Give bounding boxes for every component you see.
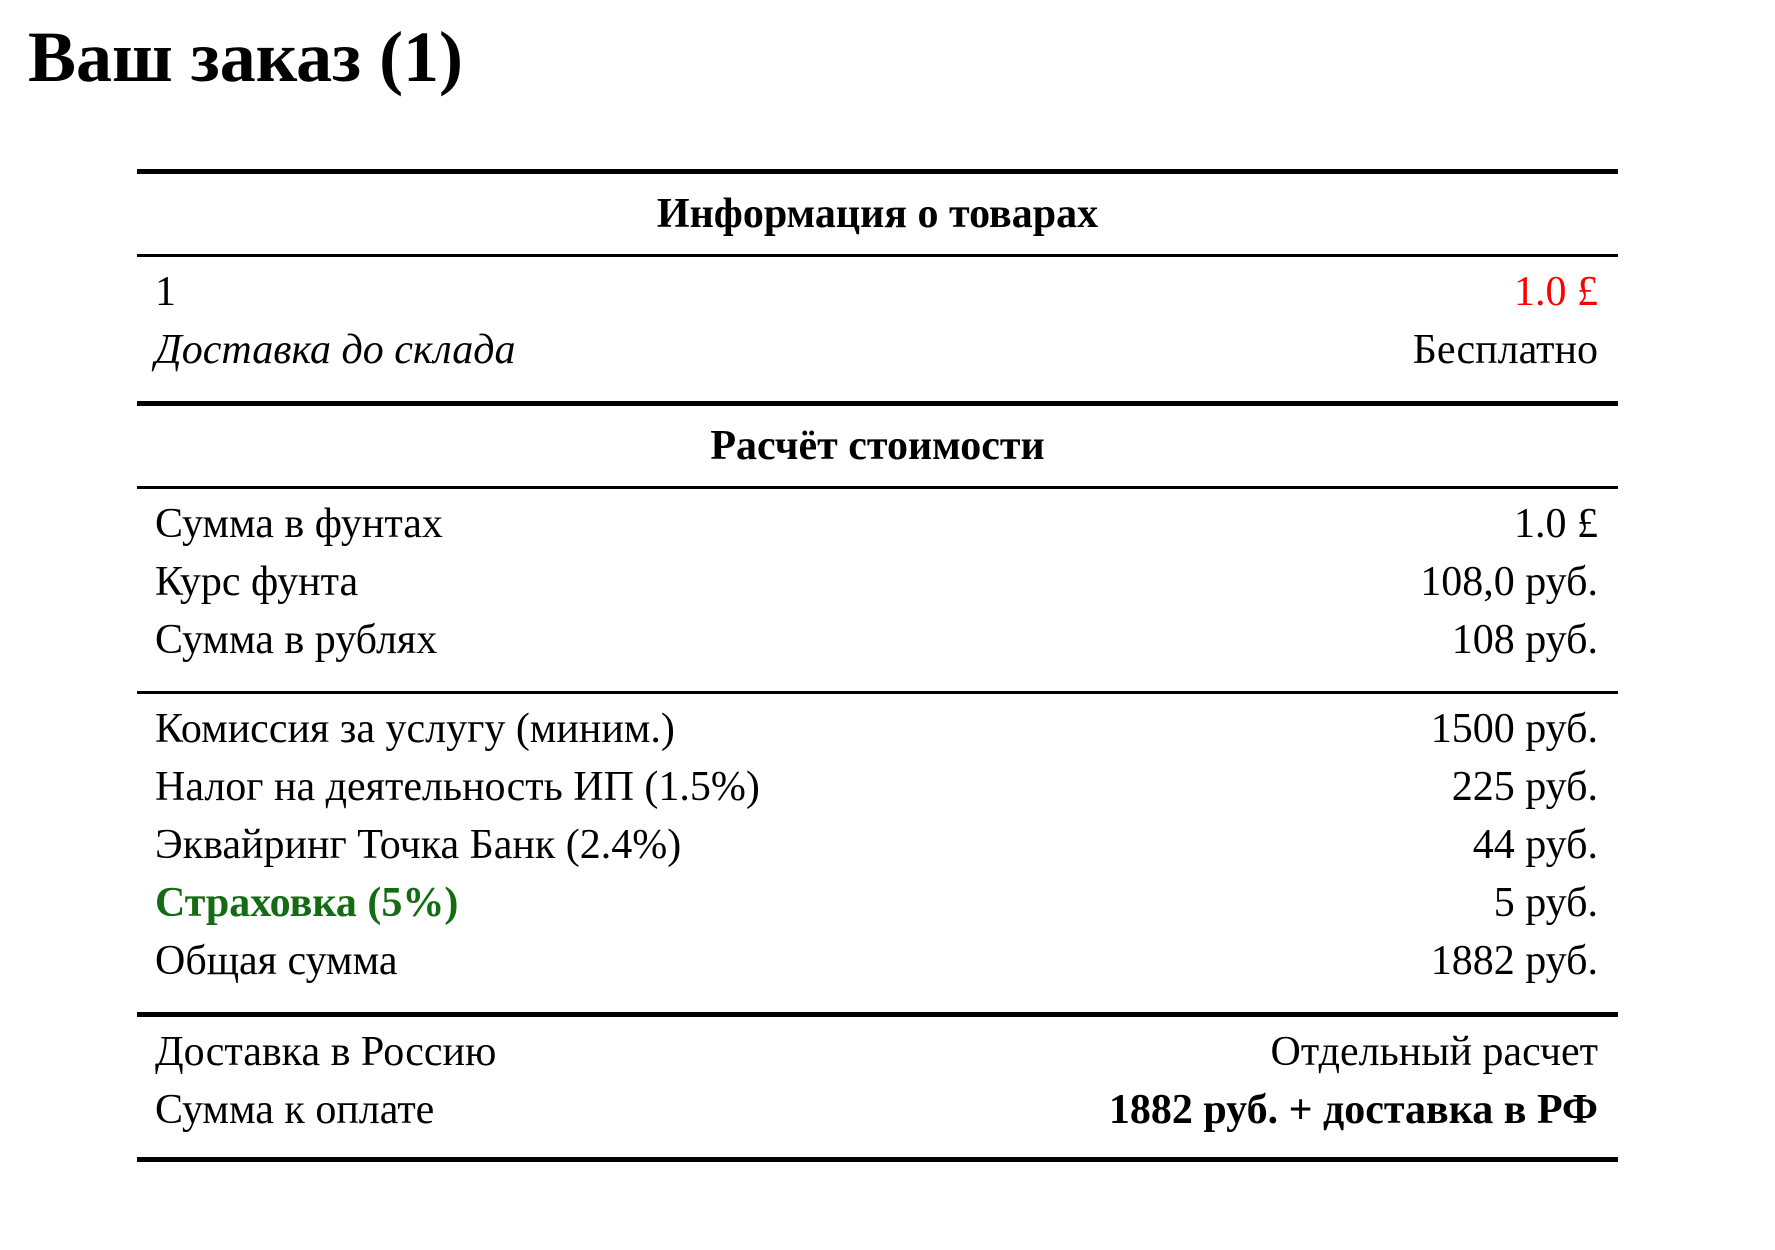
- table-row: Налог на деятельность ИП (1.5%) 225 руб.: [137, 758, 1618, 816]
- table-row: Страховка (5%) 5 руб.: [137, 874, 1618, 932]
- row-label: Сумма в рублях: [155, 617, 438, 663]
- table-section-header: Информация о товарах: [137, 169, 1618, 254]
- row-value: 108 руб.: [1451, 617, 1598, 663]
- row-label: Сумма к оплате: [155, 1087, 435, 1133]
- table-section: Доставка в Россию Отдельный расчет Сумма…: [137, 1012, 1618, 1157]
- row-value: 108,0 руб.: [1420, 559, 1598, 605]
- row-value: 44 руб.: [1472, 822, 1598, 868]
- row-label: Доставка до склада: [155, 327, 516, 373]
- table-row: Комиссия за услугу (миним.) 1500 руб.: [137, 700, 1618, 758]
- table-section: Сумма в фунтах 1.0 £ Курс фунта 108,0 ру…: [137, 486, 1618, 691]
- row-value: 1882 руб. + доставка в РФ: [1108, 1087, 1598, 1133]
- row-label: Общая сумма: [155, 938, 398, 984]
- row-label: Сумма в фунтах: [155, 501, 443, 547]
- row-label: 1: [155, 269, 176, 315]
- table-row: Сумма в рублях 108 руб.: [137, 611, 1618, 669]
- row-label: Страховка (5%): [155, 880, 459, 926]
- row-value: 5 руб.: [1493, 880, 1598, 926]
- row-label: Комиссия за услугу (миним.): [155, 706, 675, 752]
- section-header-label: Информация о товарах: [656, 191, 1099, 237]
- row-value: Бесплатно: [1412, 327, 1598, 373]
- table-row: Сумма к оплате 1882 руб. + доставка в РФ: [137, 1081, 1618, 1139]
- table-section: 1 1.0 £ Доставка до склада Бесплатно: [137, 254, 1618, 401]
- table-row: Сумма в фунтах 1.0 £: [137, 495, 1618, 553]
- order-table: Информация о товарах 1 1.0 £ Доставка до…: [137, 169, 1618, 1162]
- row-label: Эквайринг Точка Банк (2.4%): [155, 822, 682, 868]
- row-value: 225 руб.: [1451, 764, 1598, 810]
- row-value: 1882 руб.: [1430, 938, 1598, 984]
- table-section-header: Расчёт стоимости: [137, 401, 1618, 486]
- page-title: Ваш заказ (1): [28, 17, 464, 97]
- row-value: Отдельный расчет: [1270, 1029, 1599, 1075]
- row-label: Курс фунта: [155, 559, 359, 605]
- table-row: Общая сумма 1882 руб.: [137, 932, 1618, 990]
- table-row: 1 1.0 £: [137, 263, 1618, 321]
- table-row: Курс фунта 108,0 руб.: [137, 553, 1618, 611]
- row-value: 1.0 £: [1514, 269, 1598, 315]
- row-label: Налог на деятельность ИП (1.5%): [155, 764, 760, 810]
- table-section: Комиссия за услугу (миним.) 1500 руб. На…: [137, 691, 1618, 1012]
- table-row: Доставка до склада Бесплатно: [137, 321, 1618, 379]
- row-value: 1500 руб.: [1430, 706, 1598, 752]
- table-row: Доставка в Россию Отдельный расчет: [137, 1023, 1618, 1081]
- section-header-label: Расчёт стоимости: [710, 423, 1045, 469]
- row-value: 1.0 £: [1514, 501, 1598, 547]
- table-row: Эквайринг Точка Банк (2.4%) 44 руб.: [137, 816, 1618, 874]
- row-label: Доставка в Россию: [155, 1029, 497, 1075]
